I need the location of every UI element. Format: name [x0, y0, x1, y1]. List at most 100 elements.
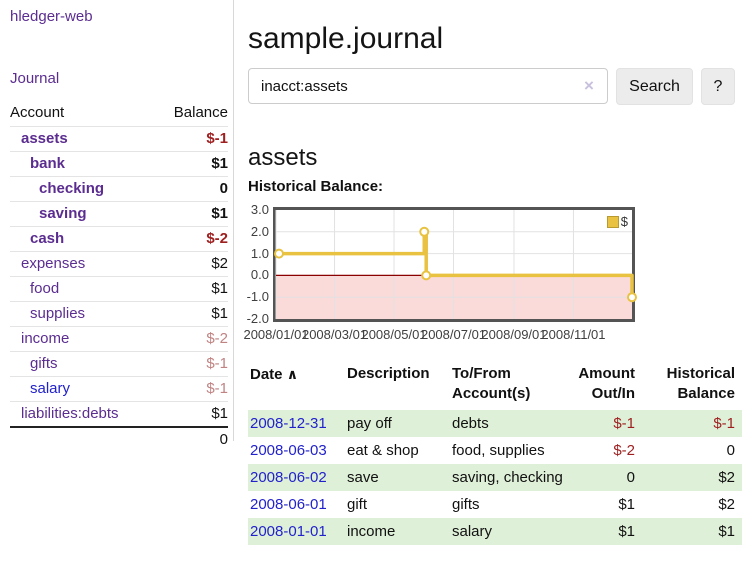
legend-label: $: [620, 214, 628, 229]
account-row: income $-2: [10, 326, 228, 351]
account-link-checking[interactable]: checking: [39, 180, 105, 197]
account-balance: $-1: [206, 380, 228, 397]
transaction-description: income: [347, 523, 396, 540]
balance-column-header: Balance: [173, 104, 228, 121]
sidebar: hledger-web Journal Account Balance asse…: [0, 0, 234, 448]
account-row: cash $-2: [10, 226, 228, 251]
account-link-liabilities-debts[interactable]: liabilities:debts: [21, 405, 119, 422]
account-row: saving $1: [10, 201, 228, 226]
account-row: salary $-1: [10, 376, 228, 401]
account-balance: $1: [211, 205, 228, 222]
account-column-header: Account: [10, 104, 65, 121]
transaction-date-link[interactable]: 2008-12-31: [250, 415, 327, 432]
transaction-row: 2008-06-01 gift gifts $1 $2: [248, 491, 742, 518]
description-column-header: Description: [347, 365, 430, 382]
transaction-amount: 0: [626, 469, 635, 486]
account-link-food[interactable]: food: [30, 280, 60, 297]
account-link-gifts[interactable]: gifts: [30, 355, 58, 372]
account-link-salary[interactable]: salary: [30, 380, 71, 397]
transactions-table-header: Date ∧ Description To/From Account(s) Am…: [248, 362, 742, 410]
y-axis-tick-label: 0.0: [250, 267, 269, 283]
account-link-assets[interactable]: assets: [21, 130, 68, 147]
account-link-cash[interactable]: cash: [30, 230, 65, 247]
transaction-amount: $-1: [613, 415, 635, 432]
transaction-accounts: gifts: [452, 496, 480, 513]
account-balance: $1: [211, 405, 228, 422]
help-button[interactable]: ?: [701, 68, 735, 105]
y-axis-tick-label: 1.0: [250, 245, 269, 261]
account-link-supplies[interactable]: supplies: [30, 305, 86, 322]
sidebar-item-journal[interactable]: Journal: [10, 70, 60, 87]
account-row: food $1: [10, 276, 228, 301]
transaction-accounts: food, supplies: [452, 442, 545, 459]
balance-column-header: Historical Balance: [666, 365, 735, 402]
search-button[interactable]: Search: [616, 68, 693, 105]
historical-balance-chart: $: [273, 207, 637, 322]
account-row: liabilities:debts $1: [10, 401, 228, 426]
accounts-column-header: To/From Account(s): [452, 365, 531, 402]
transaction-description: gift: [347, 496, 368, 513]
y-axis-tick-label: 3.0: [250, 202, 269, 217]
account-link-bank[interactable]: bank: [30, 155, 66, 172]
transaction-amount: $-2: [613, 442, 635, 459]
account-row: gifts $-1: [10, 351, 228, 376]
amount-column-header: Amount Out/In: [578, 365, 635, 402]
transaction-date-link[interactable]: 2008-06-02: [250, 469, 327, 486]
account-row: assets $-1: [10, 126, 228, 151]
legend-swatch-icon: [606, 215, 619, 228]
accounts-total: 0: [10, 426, 228, 452]
x-axis-tick-label: 2008/03/01: [301, 327, 368, 342]
transaction-balance: 0: [726, 442, 735, 459]
transaction-balance: $1: [718, 523, 735, 540]
transaction-date-link[interactable]: 2008-01-01: [250, 523, 327, 540]
x-axis-tick-label: 2008/11/01: [541, 327, 606, 342]
account-balance: $-1: [206, 355, 228, 372]
transaction-description: pay off: [347, 415, 392, 432]
transaction-accounts: salary: [452, 523, 493, 540]
y-axis-tick-label: -1.0: [246, 289, 269, 305]
transaction-description: save: [347, 469, 379, 486]
transaction-balance: $2: [718, 496, 735, 513]
transaction-balance: $2: [718, 469, 735, 486]
accounts-balance-table: Account Balance assets $-1 bank $1 check…: [10, 102, 228, 452]
y-axis-tick-label: -2.0: [246, 311, 269, 326]
account-balance: $1: [211, 305, 228, 322]
account-link-income[interactable]: income: [21, 330, 70, 347]
date-column-header[interactable]: Date ∧: [250, 366, 299, 383]
x-axis-tick-label: 2008/09/01: [481, 327, 547, 342]
transaction-amount: $1: [618, 523, 635, 540]
transaction-date-link[interactable]: 2008-06-03: [250, 442, 327, 459]
transaction-accounts: debts: [452, 415, 489, 432]
transaction-row: 2008-01-01 income salary $1 $1: [248, 518, 742, 545]
account-balance: 0: [219, 180, 228, 197]
x-axis-tick-label: 2008/07/01: [420, 327, 487, 342]
account-row: checking 0: [10, 176, 228, 201]
transaction-row: 2008-12-31 pay off debts $-1 $-1: [248, 410, 742, 437]
chart-legend: $: [606, 214, 628, 229]
transaction-row: 2008-06-02 save saving, checking 0 $2: [248, 464, 742, 491]
account-balance: $1: [211, 155, 228, 172]
transaction-accounts: saving, checking: [452, 469, 563, 486]
account-link-saving[interactable]: saving: [39, 205, 87, 222]
x-axis-tick-label: 2008/05/01: [361, 327, 427, 342]
account-balance: $-2: [206, 230, 228, 247]
y-axis-tick-label: 2.0: [250, 223, 269, 239]
account-link-expenses[interactable]: expenses: [21, 255, 86, 272]
chart-canvas: [274, 210, 637, 319]
transaction-date-link[interactable]: 2008-06-01: [250, 496, 327, 513]
page-title: sample.journal: [248, 22, 444, 56]
account-balance: $1: [211, 280, 228, 297]
account-row: bank $1: [10, 151, 228, 176]
brand-link[interactable]: hledger-web: [10, 8, 93, 25]
transaction-amount: $1: [618, 496, 635, 513]
clear-search-icon[interactable]: ×: [584, 76, 594, 95]
account-row: supplies $1: [10, 301, 228, 326]
transaction-balance: $-1: [713, 415, 735, 432]
search-input[interactable]: [248, 68, 608, 104]
account-row: expenses $2: [10, 251, 228, 276]
transaction-row: 2008-06-03 eat & shop food, supplies $-2…: [248, 437, 742, 464]
accounts-table-header: Account Balance: [10, 102, 228, 126]
x-axis-tick-label: 2008/01/01: [243, 327, 309, 342]
sort-asc-icon: ∧: [286, 366, 299, 382]
